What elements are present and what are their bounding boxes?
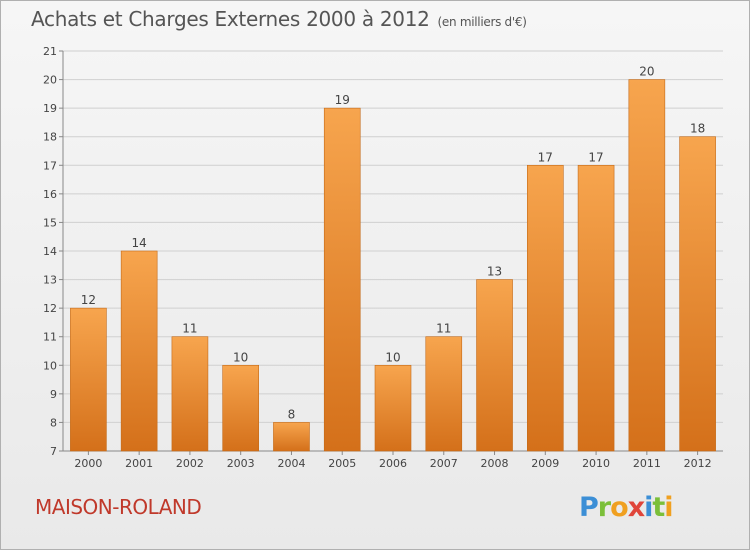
x-tick-label: 2010	[582, 457, 610, 470]
data-label: 18	[690, 122, 705, 136]
x-tick-label: 2007	[430, 457, 458, 470]
data-label: 17	[588, 150, 603, 164]
commune-name: MAISON-ROLAND	[35, 495, 202, 519]
bar-2012	[679, 136, 716, 452]
y-tick-label: 17	[43, 159, 57, 172]
x-tick-label: 2011	[633, 457, 661, 470]
x-tick-label: 2002	[176, 457, 204, 470]
y-tick-label: 19	[43, 102, 57, 115]
bar-2006	[374, 364, 412, 452]
x-tick-label: 2008	[481, 457, 509, 470]
x-tick-label: 2009	[531, 457, 559, 470]
y-tick-label: 13	[43, 274, 57, 287]
chart-title: Achats et Charges Externes 2000 à 2012 (e…	[31, 7, 527, 31]
x-tick-label: 2006	[379, 457, 407, 470]
svg-text:Proxiti: Proxiti	[579, 492, 673, 523]
y-tick-label: 14	[43, 245, 57, 258]
data-label: 13	[487, 265, 502, 279]
data-label: 20	[639, 65, 654, 79]
x-tick-label: 2005	[328, 457, 356, 470]
x-tick-label: 2001	[125, 457, 153, 470]
bar-2002	[171, 336, 209, 452]
bar-2005	[323, 107, 361, 452]
bar-2010	[577, 164, 615, 452]
bar-2008	[476, 279, 513, 452]
bar-2004	[273, 422, 310, 452]
data-label: 19	[335, 93, 350, 107]
y-tick-label: 18	[43, 131, 57, 144]
axes: 7 8 9 10 11 12 13 14 15 16 17 18 19 20 21 2000 2001 2002 2…	[43, 45, 723, 470]
data-label: 10	[385, 350, 400, 364]
data-label: 17	[538, 150, 553, 164]
y-tick-label: 11	[43, 331, 57, 344]
y-tick-label: 10	[43, 359, 57, 372]
bar-2011	[628, 79, 666, 452]
x-tick-label: 2012	[684, 457, 712, 470]
bar-2009	[527, 164, 564, 452]
x-tick-label: 2004	[277, 457, 305, 470]
bar-2007	[425, 336, 463, 452]
data-label: 11	[182, 322, 197, 336]
y-tick-label: 9	[50, 388, 57, 401]
x-tick-label: 2000	[74, 457, 102, 470]
bar-2003	[222, 364, 259, 452]
y-tick-label: 16	[43, 188, 57, 201]
y-tick-label: 7	[50, 445, 57, 458]
x-tick-label: 2003	[227, 457, 255, 470]
y-tick-label: 12	[43, 302, 57, 315]
proxiti-logo: Proxiti	[579, 492, 674, 523]
data-labels: 12 14 11 10 8 19 10 11 13 17 17 20 18	[81, 65, 706, 422]
y-tick-label: 21	[43, 45, 57, 58]
data-label: 10	[233, 350, 248, 364]
y-tick-label: 15	[43, 216, 57, 229]
chart-title-text: Achats et Charges Externes 2000 à 2012	[31, 7, 430, 31]
bar-2001	[120, 250, 158, 452]
chart-subtitle: (en milliers d'€)	[437, 15, 527, 29]
bars	[70, 79, 716, 452]
data-label: 14	[132, 236, 147, 250]
y-tick-label: 8	[50, 416, 57, 429]
y-tick-label: 20	[43, 74, 57, 87]
bar-2000	[70, 307, 107, 452]
data-label: 11	[436, 322, 451, 336]
data-label: 12	[81, 293, 96, 307]
data-label: 8	[288, 407, 296, 421]
